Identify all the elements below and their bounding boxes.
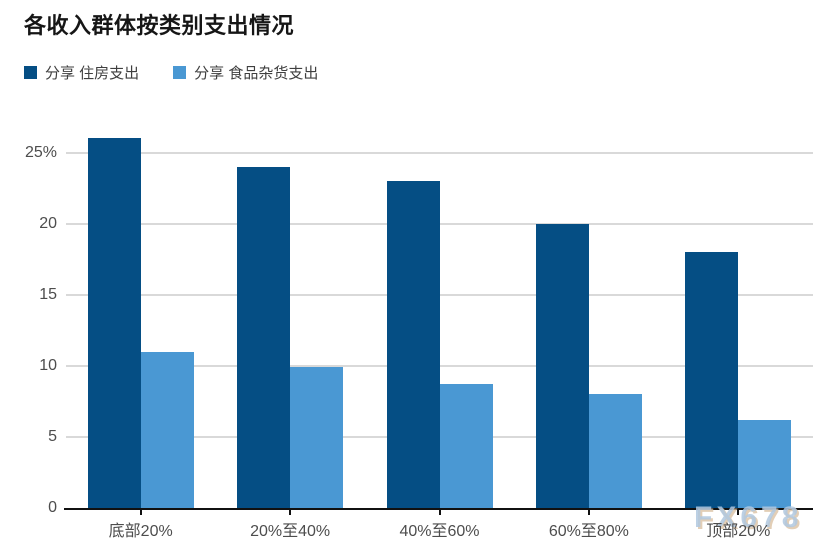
y-axis-tick-label: 10 xyxy=(39,356,57,374)
legend-label-housing: 分享 住房支出 xyxy=(45,65,140,82)
bar-housing xyxy=(685,252,739,508)
y-axis-tick-label: 20 xyxy=(39,214,57,232)
legend-label-groceries: 分享 食品杂货支出 xyxy=(194,65,319,82)
bar-housing xyxy=(237,166,291,508)
x-axis-tick xyxy=(438,509,441,515)
bar-groceries xyxy=(738,419,792,508)
legend-item-housing: 分享 住房支出 xyxy=(24,62,139,83)
legend-swatch-groceries-icon xyxy=(173,66,187,79)
chart-title: 各收入群体按类别支出情况 xyxy=(24,13,295,38)
bar-housing xyxy=(87,138,141,508)
legend-item-groceries: 分享 食品杂货支出 xyxy=(173,62,318,83)
plot-area: 0 5 10 15 20 25% 底部20% 20%至40% 40%至60% 60%至80% 顶部2… xyxy=(25,130,813,540)
watermark: FX678 xyxy=(694,501,803,534)
bar-groceries xyxy=(588,394,642,508)
bar-housing xyxy=(535,223,589,508)
gridline xyxy=(66,364,813,367)
gridline xyxy=(66,222,813,225)
x-axis-tick xyxy=(139,509,142,515)
legend: 分享 住房支出 分享 食品杂货支出 xyxy=(24,62,318,83)
x-axis-tick xyxy=(737,509,740,515)
bar-groceries xyxy=(140,351,194,508)
bar-groceries xyxy=(439,384,493,508)
x-axis-tick xyxy=(587,509,590,515)
x-axis-category-label: 60%至80% xyxy=(548,523,629,540)
bar-housing xyxy=(386,180,440,508)
y-axis-tick-label: 25% xyxy=(24,143,57,161)
gridline xyxy=(66,151,813,154)
gridline xyxy=(66,293,813,296)
x-axis-category-label: 40%至60% xyxy=(399,523,480,540)
x-axis-category-label: 顶部20% xyxy=(706,523,771,540)
x-axis-category-label: 20%至40% xyxy=(250,523,331,540)
x-axis-category-label: 底部20% xyxy=(108,523,173,540)
x-axis-tick xyxy=(289,509,292,515)
bar-groceries xyxy=(290,367,344,508)
legend-swatch-housing-icon xyxy=(24,66,37,79)
y-axis-tick-label: 15 xyxy=(39,285,57,303)
y-axis-tick-label: 0 xyxy=(48,499,57,516)
y-axis-tick-label: 5 xyxy=(48,427,57,445)
